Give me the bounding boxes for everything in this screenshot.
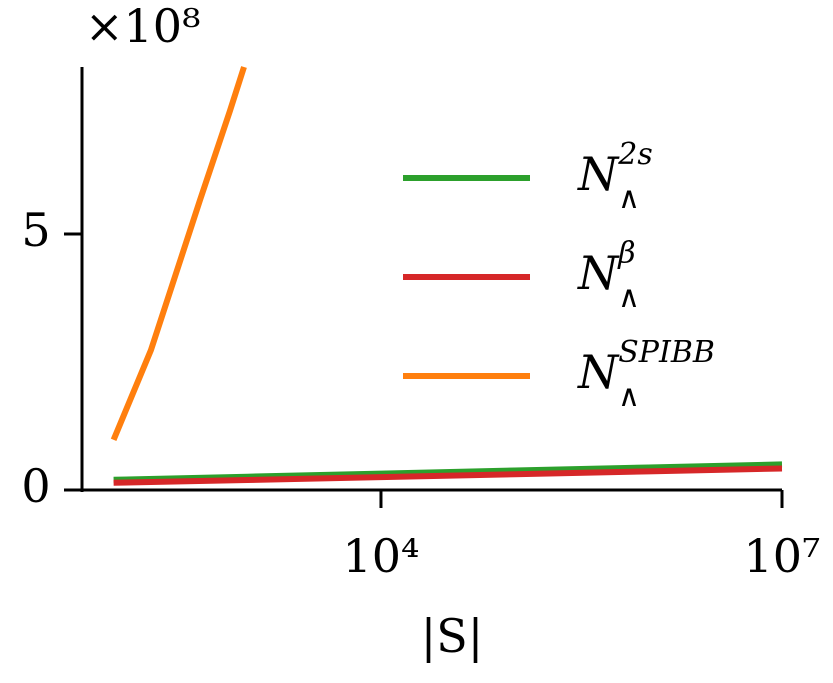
legend-subscript: ∧ [618,379,640,414]
series-line [110,66,247,441]
series-line [113,465,783,486]
legend-superscript: β [617,236,635,271]
legend-superscript: 2s [617,137,652,172]
legend-label: NSPIBB ∧ [577,335,715,414]
x-tick-label: 10⁷ [744,529,821,583]
legend-superscript: SPIBB [618,335,715,370]
legend-name: N [577,345,620,399]
legend-label: Nβ ∧ [577,236,640,315]
y-tick-label: 0 [21,459,50,513]
y-offset-label: ×10⁸ [85,0,201,53]
x-tick-label: 10⁴ [342,529,419,583]
y-tick-label: 5 [21,203,50,257]
legend-subscript: ∧ [618,181,640,216]
legend-label: N2s ∧ [577,137,653,216]
legend-name: N [577,246,620,300]
x-axis-label: |S| [421,609,484,663]
legend-subscript: ∧ [618,280,640,315]
legend-name: N [577,147,620,201]
series-line [113,461,783,483]
